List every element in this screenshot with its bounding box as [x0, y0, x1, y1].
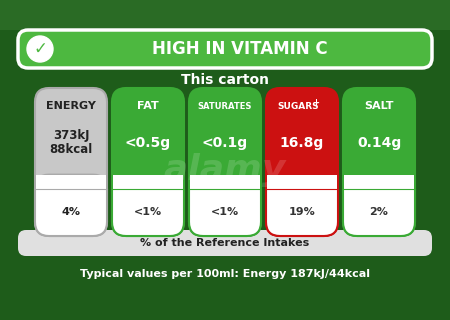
- FancyBboxPatch shape: [112, 88, 184, 236]
- FancyBboxPatch shape: [189, 88, 261, 236]
- FancyBboxPatch shape: [189, 175, 261, 236]
- FancyBboxPatch shape: [0, 0, 450, 30]
- Text: SATURATES: SATURATES: [198, 101, 252, 110]
- FancyBboxPatch shape: [112, 175, 184, 236]
- FancyBboxPatch shape: [343, 175, 415, 236]
- Text: alamy: alamy: [164, 153, 286, 187]
- Text: <1%: <1%: [134, 207, 162, 217]
- FancyBboxPatch shape: [35, 88, 107, 236]
- Text: FAT: FAT: [137, 101, 159, 111]
- Text: HIGH IN VITAMIN C: HIGH IN VITAMIN C: [152, 40, 328, 58]
- FancyBboxPatch shape: [18, 230, 432, 256]
- FancyBboxPatch shape: [266, 88, 338, 236]
- Text: <0.5g: <0.5g: [125, 136, 171, 150]
- Text: SALT: SALT: [364, 101, 394, 111]
- Text: ENERGY: ENERGY: [46, 101, 96, 111]
- Text: +: +: [312, 98, 319, 107]
- Text: <0.1g: <0.1g: [202, 136, 248, 150]
- Text: This carton: This carton: [181, 73, 269, 87]
- Bar: [36, 175, 106, 190]
- Bar: [267, 175, 337, 190]
- Text: 16.8g: 16.8g: [280, 136, 324, 150]
- Text: % of the Reference Intakes: % of the Reference Intakes: [140, 238, 310, 248]
- Text: 373kJ: 373kJ: [53, 129, 89, 142]
- Text: Typical values per 100ml: Energy 187kJ/44kcal: Typical values per 100ml: Energy 187kJ/4…: [80, 269, 370, 279]
- Text: 2%: 2%: [369, 207, 388, 217]
- Bar: [344, 175, 414, 190]
- FancyBboxPatch shape: [266, 175, 338, 236]
- Text: 19%: 19%: [288, 207, 315, 217]
- Text: 4%: 4%: [62, 207, 81, 217]
- Bar: [190, 175, 260, 190]
- Text: ✓: ✓: [33, 40, 47, 58]
- Text: <1%: <1%: [211, 207, 239, 217]
- Text: 88kcal: 88kcal: [50, 143, 93, 156]
- Circle shape: [27, 36, 53, 62]
- Text: SUGARS: SUGARS: [277, 101, 319, 110]
- FancyBboxPatch shape: [343, 88, 415, 236]
- FancyBboxPatch shape: [18, 30, 432, 68]
- Text: 0.14g: 0.14g: [357, 136, 401, 150]
- Bar: [113, 175, 183, 190]
- FancyBboxPatch shape: [35, 175, 107, 236]
